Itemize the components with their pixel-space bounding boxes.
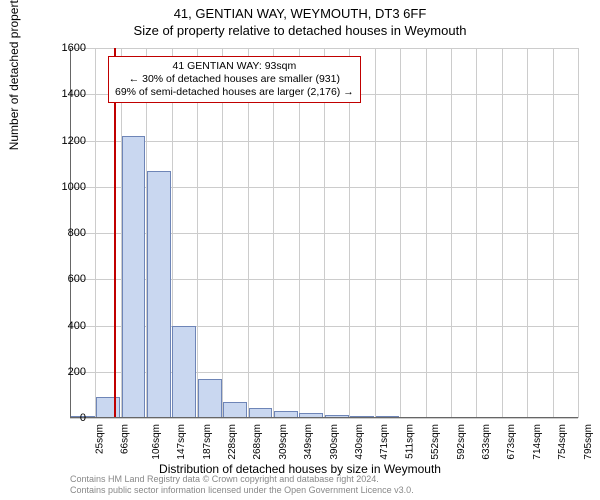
x-tick-label: 147sqm	[176, 424, 187, 460]
x-tick-label: 309sqm	[278, 424, 289, 460]
y-axis-label: Number of detached properties	[7, 0, 21, 150]
y-tick-label: 800	[46, 227, 86, 239]
histogram-bar	[223, 402, 247, 418]
x-tick-label: 430sqm	[354, 424, 365, 460]
gridline-vertical	[273, 48, 274, 418]
y-tick-label: 1200	[46, 135, 86, 147]
gridline-vertical	[197, 48, 198, 418]
x-tick-label: 592sqm	[456, 424, 467, 460]
y-tick-label: 600	[46, 273, 86, 285]
x-tick-label: 228sqm	[227, 424, 238, 460]
histogram-bar	[96, 397, 120, 418]
y-tick-label: 400	[46, 320, 86, 332]
footer-line1: Contains HM Land Registry data © Crown c…	[70, 474, 414, 485]
x-tick-label: 349sqm	[303, 424, 314, 460]
property-marker-line	[114, 48, 116, 418]
x-tick-label: 390sqm	[329, 424, 340, 460]
x-tick-label: 187sqm	[202, 424, 213, 460]
x-tick-label: 471sqm	[379, 424, 390, 460]
footer-attribution: Contains HM Land Registry data © Crown c…	[70, 474, 414, 496]
y-tick-label: 200	[46, 366, 86, 378]
x-tick-label: 795sqm	[583, 424, 594, 460]
chart-subtitle: Size of property relative to detached ho…	[0, 21, 600, 38]
gridline-vertical	[527, 48, 528, 418]
gridline-vertical	[248, 48, 249, 418]
gridline-vertical	[426, 48, 427, 418]
gridline-vertical	[324, 48, 325, 418]
x-axis-line	[70, 417, 578, 418]
y-tick-label: 1600	[46, 42, 86, 54]
x-tick-label: 552sqm	[430, 424, 441, 460]
histogram-bar	[172, 326, 196, 419]
x-tick-label: 268sqm	[252, 424, 263, 460]
gridline-vertical	[400, 48, 401, 418]
gridline-horizontal	[70, 418, 578, 419]
annotation-line3: 69% of semi-detached houses are larger (…	[115, 86, 354, 99]
gridline-vertical	[553, 48, 554, 418]
x-tick-label: 754sqm	[557, 424, 568, 460]
gridline-vertical	[95, 48, 96, 418]
gridline-vertical	[578, 48, 579, 418]
y-tick-label: 1000	[46, 181, 86, 193]
histogram-bar	[147, 171, 171, 418]
annotation-box: 41 GENTIAN WAY: 93sqm ← 30% of detached …	[108, 56, 361, 103]
x-tick-label: 25sqm	[95, 424, 106, 454]
gridline-vertical	[476, 48, 477, 418]
chart-title-address: 41, GENTIAN WAY, WEYMOUTH, DT3 6FF	[0, 0, 600, 21]
x-tick-label: 511sqm	[404, 424, 415, 459]
gridline-vertical	[502, 48, 503, 418]
gridline-vertical	[349, 48, 350, 418]
footer-line2: Contains public sector information licen…	[70, 485, 414, 496]
annotation-line1: 41 GENTIAN WAY: 93sqm	[115, 60, 354, 73]
x-tick-label: 66sqm	[120, 424, 131, 454]
x-tick-label: 633sqm	[481, 424, 492, 460]
y-tick-label: 0	[46, 412, 86, 424]
chart-container: 41, GENTIAN WAY, WEYMOUTH, DT3 6FF Size …	[0, 0, 600, 500]
histogram-bar	[198, 379, 222, 418]
gridline-vertical	[222, 48, 223, 418]
gridline-vertical	[299, 48, 300, 418]
y-tick-label: 1400	[46, 88, 86, 100]
x-tick-label: 714sqm	[532, 424, 543, 460]
x-tick-label: 106sqm	[151, 424, 162, 460]
histogram-bar	[122, 136, 146, 418]
annotation-line2: ← 30% of detached houses are smaller (93…	[115, 73, 354, 86]
x-tick-label: 673sqm	[506, 424, 517, 460]
plot-area	[70, 48, 578, 418]
gridline-vertical	[375, 48, 376, 418]
gridline-vertical	[451, 48, 452, 418]
